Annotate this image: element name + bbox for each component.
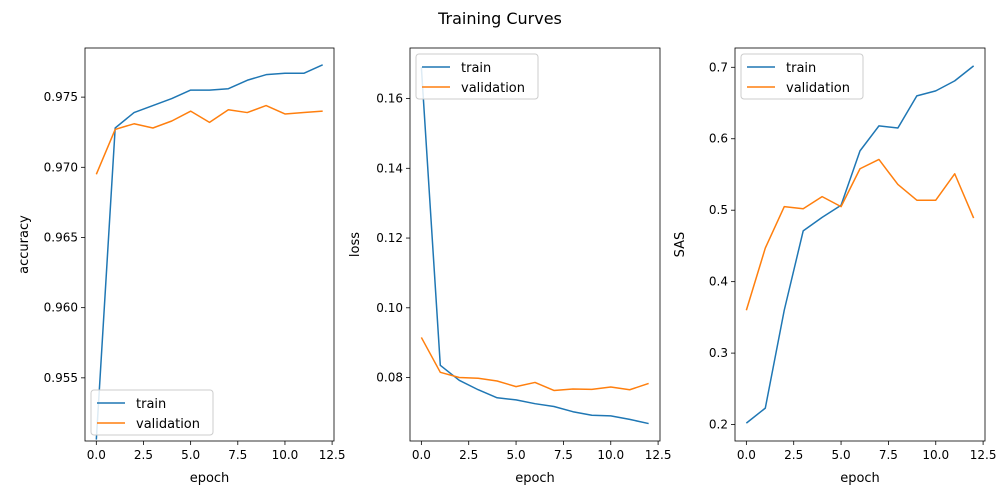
x-tick-label: 7.5 [554,448,573,462]
x-tick-label: 10.0 [597,448,624,462]
legend-label-train: train [786,61,816,76]
series-line-validation [420,337,649,392]
x-tick-label: 7.5 [228,448,247,462]
series-line-validation [95,104,323,175]
x-axis-label: epoch [840,471,880,486]
x-tick-label: 12.5 [645,448,672,462]
x-axis-label: epoch [515,471,555,486]
panel-loss: 0.0 2.5 5.0 7.5 10.0 12.5 0.08 0.10 0.12 0.14 0.16… [348,47,672,486]
y-tick-label: 0.975 [44,90,78,104]
y-tick-label: 0.5 [709,203,728,217]
x-tick-label: 0.0 [87,448,106,462]
y-tick-label: 0.955 [44,371,78,385]
y-tick-label: 0.3 [709,346,728,360]
plot-frame [84,47,335,442]
y-axis-label: loss [348,232,363,257]
y-tick-label: 0.12 [376,231,403,245]
legend-label-validation: validation [461,81,525,96]
plot-frame [734,47,986,442]
x-tick-label: 2.5 [784,448,803,462]
figure-title: Training Curves [437,9,562,28]
y-tick-label: 0.14 [376,161,403,175]
y-tick-label: 0.08 [376,371,403,385]
x-tick-label: 5.0 [181,448,200,462]
y-tick-label: 0.2 [709,418,728,432]
x-tick-label: 10.0 [922,448,949,462]
legend-label-validation: validation [786,81,850,96]
plot-frame [409,47,661,442]
y-axis-label: accuracy [17,215,32,274]
y-tick-label: 0.970 [44,160,78,174]
legend: train validation [415,53,539,100]
x-tick-label: 0.0 [737,448,756,462]
series-line-train [745,65,975,424]
y-axis-label: SAS [673,232,688,258]
legend-label-validation: validation [136,417,200,432]
y-tick-label: 0.7 [709,60,728,74]
x-tick-label: 12.5 [319,448,346,462]
x-tick-label: 5.0 [507,448,526,462]
panel-accuracy: 0.0 2.5 5.0 7.5 10.0 12.5 0.955 0.960 0.965 0.970… [17,47,346,486]
series-line-train [420,67,649,425]
legend: train validation [90,389,214,436]
y-tick-label: 0.6 [709,132,728,146]
x-tick-label: 7.5 [879,448,898,462]
y-tick-label: 0.965 [44,230,78,244]
panel-SAS: 0.0 2.5 5.0 7.5 10.0 12.5 0.2 0.3 0.4 0.5 0.6 0.7 ep… [673,47,997,486]
x-tick-label: 2.5 [134,448,153,462]
x-tick-label: 5.0 [832,448,851,462]
x-tick-label: 10.0 [272,448,299,462]
x-axis-label: epoch [190,471,230,486]
legend-label-train: train [461,61,491,76]
y-tick-label: 0.960 [44,301,78,315]
y-tick-label: 0.10 [376,301,403,315]
series-line-train [95,64,323,440]
x-tick-label: 2.5 [459,448,478,462]
y-tick-label: 0.4 [709,275,728,289]
legend: train validation [740,53,864,100]
legend-label-train: train [136,397,166,412]
y-tick-label: 0.16 [376,92,403,106]
x-tick-label: 12.5 [970,448,997,462]
x-tick-label: 0.0 [412,448,431,462]
series-line-validation [745,158,975,311]
